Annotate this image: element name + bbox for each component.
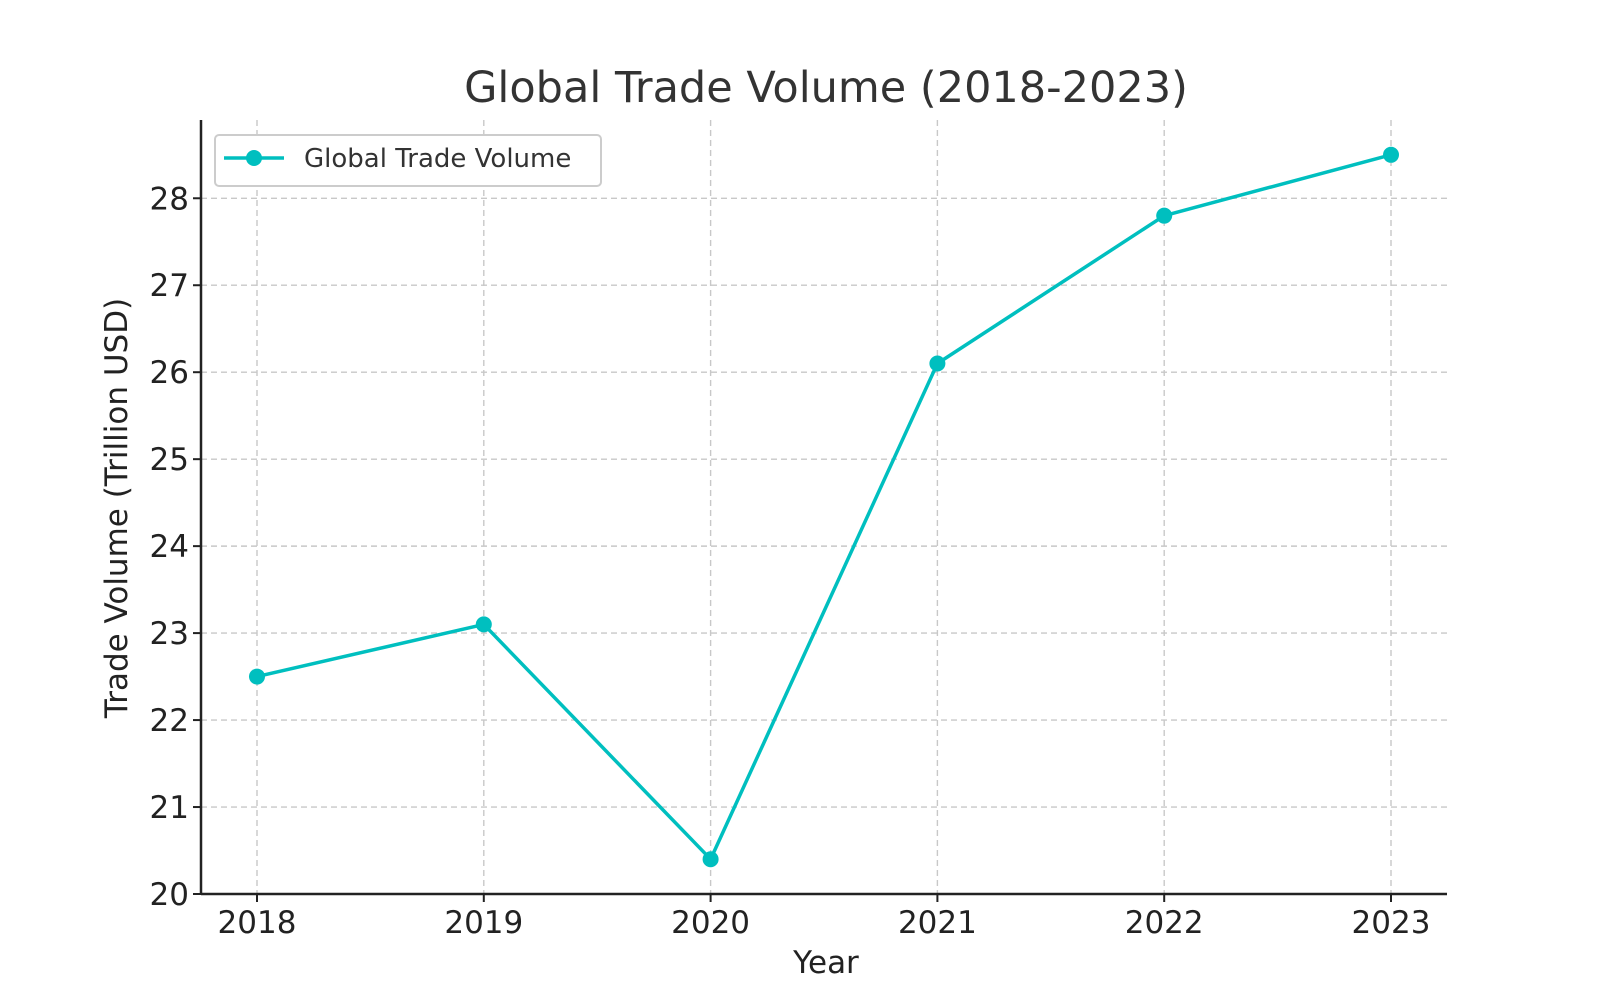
x-ticks: 2018 2019 2020 2021 2022 2023 [218,894,1431,941]
axes [199,120,1447,896]
y-tick-label: 22 [150,703,189,739]
grid [201,120,1447,894]
series [249,146,1399,868]
y-tick-label: 28 [150,181,189,217]
x-tick-label: 2020 [671,905,750,941]
legend-box [214,134,602,187]
x-tick-label: 2022 [1125,905,1204,941]
y-tick-label: 24 [150,529,189,565]
y-tick-label: 26 [150,355,189,391]
y-tick-label: 27 [150,268,189,304]
x-tick-label: 2019 [444,905,523,941]
data-point [929,355,946,372]
data-point [1156,207,1173,224]
x-tick-label: 2018 [218,905,297,941]
x-axis-label: Year [792,945,859,981]
y-ticks: 20 21 22 23 24 25 26 27 28 [150,181,201,913]
data-point [475,616,492,633]
legend-label: Global Trade Volume [304,144,571,174]
data-point [1383,146,1399,163]
y-tick-label: 25 [150,442,189,478]
chart-title: Global Trade Volume (2018-2023) [464,63,1188,113]
legend-marker-swatch [246,150,262,166]
series-line [256,153,1392,861]
y-tick-label: 23 [150,616,189,652]
y-tick-label: 21 [150,790,189,826]
data-point [249,668,265,685]
data-point [702,851,719,868]
x-tick-label: 2021 [898,905,977,941]
y-tick-label: 20 [150,877,189,913]
y-axis-label: Trade Volume (Trillion USD) [99,298,135,719]
x-tick-label: 2023 [1352,905,1431,941]
legend: Global Trade Volume [214,134,602,187]
